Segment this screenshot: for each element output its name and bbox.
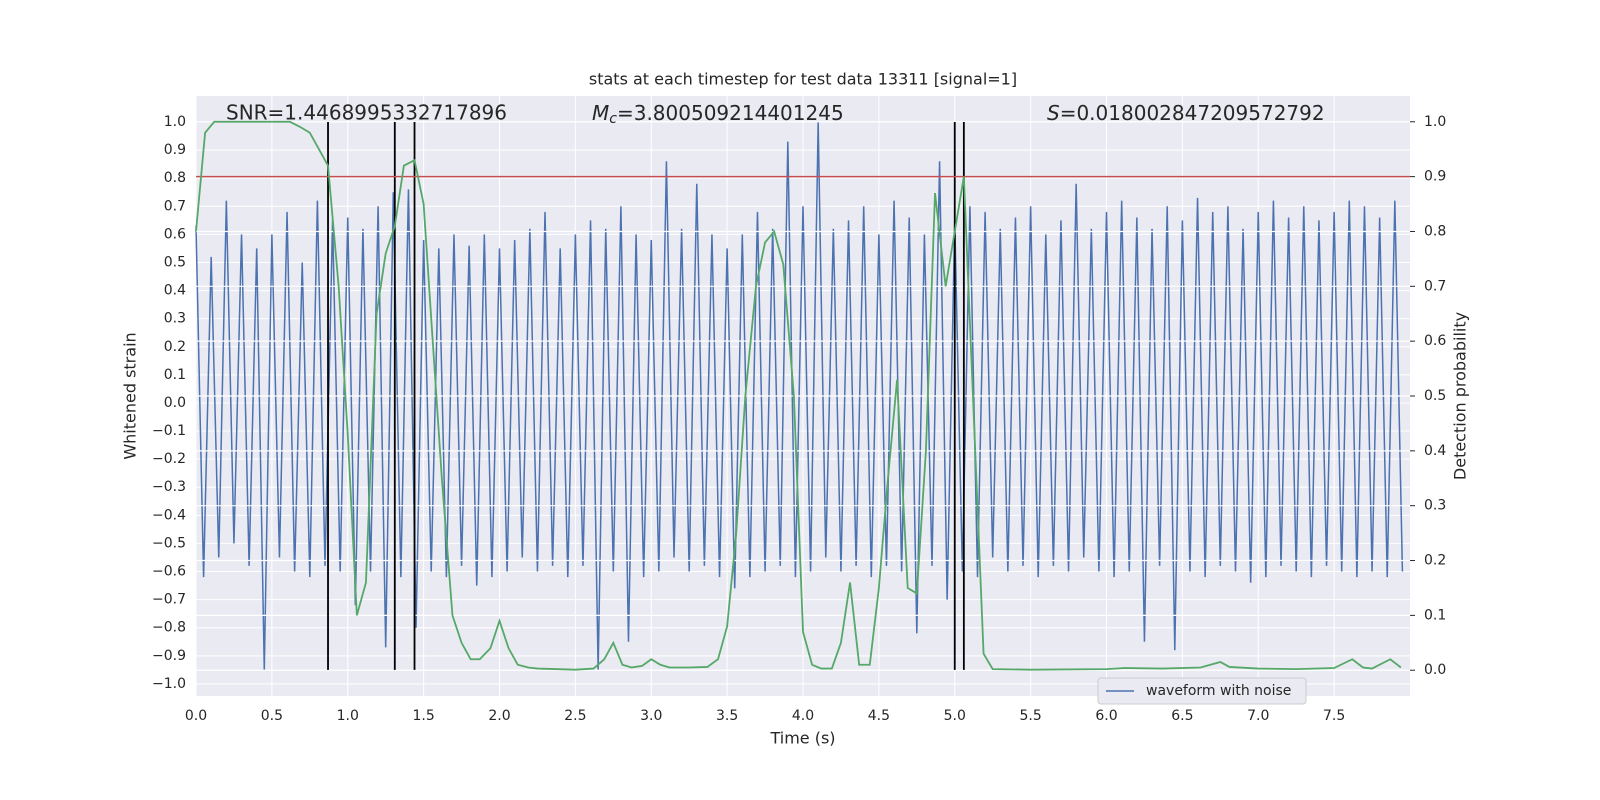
mc-value: =3.800509214401245 bbox=[617, 101, 844, 125]
y2-tick-label: 0.3 bbox=[1424, 498, 1446, 514]
y2-tick-label: 0.1 bbox=[1424, 607, 1446, 623]
x-tick-label: 4.5 bbox=[868, 708, 890, 724]
x-tick-label: 1.5 bbox=[412, 708, 434, 724]
y-axis-label: Whitened strain bbox=[121, 332, 140, 459]
y2-tick-label: 1.0 bbox=[1424, 114, 1446, 130]
y-tick-label: 0.5 bbox=[164, 254, 186, 270]
y2-tick-label: 0.9 bbox=[1424, 169, 1446, 185]
x-axis-label: Time (s) bbox=[769, 729, 835, 748]
x-tick-label: 5.0 bbox=[944, 708, 966, 724]
mc-symbol: M bbox=[592, 101, 609, 125]
series-line bbox=[195, 120, 1402, 671]
y-tick-label: 1.0 bbox=[164, 114, 186, 130]
y-tick-label: −0.9 bbox=[152, 648, 186, 664]
legend-box bbox=[1097, 677, 1307, 705]
x-tick-label: 1.0 bbox=[337, 708, 359, 724]
x-tick-label: 0.0 bbox=[185, 708, 207, 724]
y-tick-label: 0.9 bbox=[164, 142, 186, 158]
y2-tick-label: 0.0 bbox=[1424, 662, 1446, 678]
mc-annotation: Mc=3.800509214401245 bbox=[592, 101, 844, 128]
legend-label: waveform with noise bbox=[1146, 683, 1291, 699]
y-tick-label: −0.4 bbox=[152, 507, 186, 523]
y2-tick-label: 0.8 bbox=[1424, 223, 1446, 239]
y2-tick-label: 0.7 bbox=[1424, 278, 1446, 294]
x-tick-label: 7.0 bbox=[1247, 708, 1269, 724]
y-tick-label: −1.0 bbox=[152, 676, 186, 692]
snr-annotation: SNR=1.4468995332717896 bbox=[226, 101, 507, 125]
y-tick-label: −0.5 bbox=[152, 535, 186, 551]
y-tick-label: −0.7 bbox=[152, 592, 186, 608]
x-tick-label: 0.5 bbox=[261, 708, 283, 724]
y2-tick-label: 0.5 bbox=[1424, 388, 1446, 404]
y-tick-label: −0.2 bbox=[152, 451, 186, 467]
y-tick-label: 0.6 bbox=[164, 226, 186, 242]
y-tick-label: 0.4 bbox=[164, 283, 186, 299]
y2-tick-label: 0.4 bbox=[1424, 443, 1446, 459]
x-tick-label: 2.0 bbox=[488, 708, 510, 724]
chart-title: stats at each timestep for test data 133… bbox=[589, 70, 1017, 89]
x-tick-label: 5.5 bbox=[1019, 708, 1041, 724]
y-tick-label: 0.1 bbox=[164, 367, 186, 383]
under-layer bbox=[195, 96, 1410, 696]
s-annotation: S=0.018002847209572792 bbox=[1047, 101, 1325, 125]
s-symbol: S bbox=[1047, 101, 1060, 125]
y-tick-label: −0.8 bbox=[152, 620, 186, 636]
y-tick-label: −0.6 bbox=[152, 564, 186, 580]
y2-axis-label: Detection probability bbox=[1451, 312, 1470, 480]
x-tick-label: 6.0 bbox=[1095, 708, 1117, 724]
y-tick-label: −0.3 bbox=[152, 479, 186, 495]
y-tick-label: −0.1 bbox=[152, 423, 186, 439]
x-tick-label: 7.5 bbox=[1323, 708, 1345, 724]
x-tick-label: 4.0 bbox=[792, 708, 814, 724]
s-value: =0.018002847209572792 bbox=[1060, 101, 1325, 125]
y2-tick-label: 0.2 bbox=[1424, 553, 1446, 569]
y2-tick-label: 0.6 bbox=[1424, 333, 1446, 349]
x-tick-label: 3.0 bbox=[640, 708, 662, 724]
y-tick-label: 0.7 bbox=[164, 198, 186, 214]
y-tick-label: 0.0 bbox=[164, 395, 186, 411]
x-tick-label: 2.5 bbox=[564, 708, 586, 724]
y-tick-label: 0.3 bbox=[164, 311, 186, 327]
x-tick-label: 3.5 bbox=[716, 708, 738, 724]
y-tick-label: 0.2 bbox=[164, 339, 186, 355]
y-tick-label: 0.8 bbox=[164, 170, 186, 186]
mc-subscript: c bbox=[609, 111, 617, 127]
x-tick-label: 6.5 bbox=[1171, 708, 1193, 724]
series-line bbox=[195, 121, 1404, 670]
